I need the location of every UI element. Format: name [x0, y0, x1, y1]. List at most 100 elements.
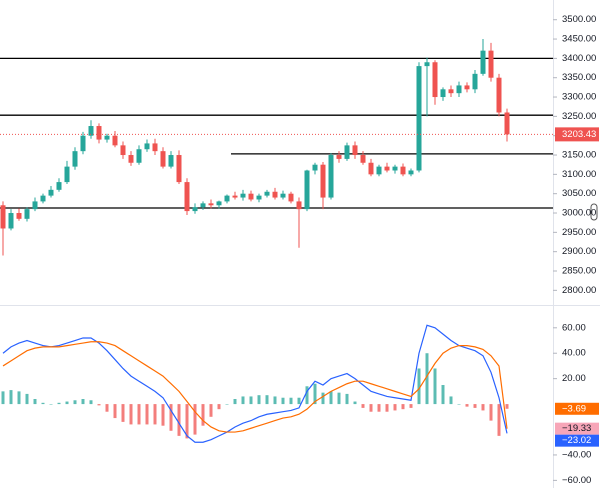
candle-body: [456, 85, 462, 94]
histogram-bar: [57, 402, 61, 405]
candle-body: [32, 201, 38, 210]
candle-body: [384, 166, 390, 171]
y-tick-label: 3150.00: [562, 150, 596, 161]
candle-body: [344, 145, 350, 159]
candle-body: [416, 66, 422, 171]
histogram-bar: [313, 383, 317, 405]
y-tick-label: 3000.00: [562, 208, 596, 219]
candle-body: [272, 191, 278, 198]
candle-body: [464, 85, 470, 90]
last-value-label: −3.69: [562, 403, 586, 414]
candle-body: [496, 77, 502, 113]
histogram-bar: [353, 401, 357, 405]
histogram-bar: [265, 395, 269, 405]
candle-body: [256, 195, 262, 200]
last-price-box: [555, 127, 599, 142]
y-tick-label: 60.00: [562, 322, 586, 333]
histogram-bar: [249, 396, 253, 405]
histogram-bar: [121, 404, 125, 422]
candle-body: [24, 209, 30, 219]
histogram-bar: [33, 399, 37, 405]
candle-body: [392, 166, 398, 171]
candle-body: [96, 126, 102, 140]
histogram-bar: [233, 399, 237, 405]
candle-body: [232, 195, 238, 198]
histogram-bar: [73, 400, 77, 405]
candle-body: [128, 155, 134, 163]
histogram-bar: [449, 396, 453, 405]
candle-body: [320, 164, 326, 198]
histogram-bar: [49, 404, 53, 405]
histogram-bar: [321, 392, 325, 405]
y-tick-label: 2900.00: [562, 246, 596, 257]
candle-body: [488, 50, 494, 78]
y-tick-label: −60.00: [562, 475, 591, 486]
candle-body: [408, 170, 414, 175]
histogram-bar: [465, 404, 469, 407]
y-tick-label: 2800.00: [562, 285, 596, 296]
indicator-line: [2, 324, 508, 443]
candle-body: [152, 143, 158, 152]
histogram-bar: [209, 404, 213, 417]
last-value-box: [555, 402, 599, 415]
histogram-bar: [97, 404, 101, 406]
histogram-bar: [329, 391, 333, 405]
histogram-bar: [337, 392, 341, 405]
candle-body: [168, 155, 174, 167]
y-tick-label: 3050.00: [562, 188, 596, 199]
candle-body: [304, 170, 310, 210]
candle-body: [424, 62, 430, 67]
y-tick-label: 2850.00: [562, 266, 596, 277]
candle-body: [120, 145, 126, 156]
histogram-bar: [225, 404, 229, 405]
histogram-bar: [65, 401, 69, 405]
histogram-bar: [41, 402, 45, 405]
histogram-bar: [481, 404, 485, 411]
candle-body: [104, 135, 110, 140]
histogram-bar: [505, 404, 509, 409]
candle-body: [112, 135, 118, 146]
histogram-bar: [497, 404, 501, 436]
histogram-bar: [377, 404, 381, 412]
histogram-bar: [185, 404, 189, 439]
histogram-bar: [401, 404, 405, 410]
histogram-bar: [113, 404, 117, 419]
last-value-box: [555, 422, 599, 435]
candle-body: [432, 62, 438, 98]
y-tick-label: 2950.00: [562, 227, 596, 238]
histogram-bar: [217, 404, 221, 410]
histogram-bar: [105, 404, 109, 412]
y-tick-label: 3250.00: [562, 111, 596, 122]
histogram-bar: [361, 404, 365, 408]
histogram-bar: [81, 399, 85, 405]
candle-body: [368, 162, 374, 175]
candle-body: [80, 135, 86, 152]
histogram-bar: [273, 396, 277, 405]
candle-body: [448, 89, 454, 94]
candle-body: [504, 112, 510, 135]
histogram-bar: [297, 397, 301, 405]
histogram-bar: [153, 404, 157, 425]
histogram-bar: [345, 393, 349, 405]
last-price-label: 3203.43: [562, 129, 596, 140]
candle-body: [480, 50, 486, 74]
candle-body: [56, 182, 62, 190]
candle-body: [0, 205, 6, 229]
candle-body: [472, 73, 478, 90]
y-tick-label: 3400.00: [562, 53, 596, 64]
histogram-bar: [169, 404, 173, 431]
candle-body: [144, 143, 150, 150]
candle-body: [72, 151, 78, 167]
candle-body: [280, 193, 286, 198]
y-tick-label: 3500.00: [562, 14, 596, 25]
candle-body: [48, 189, 54, 196]
y-tick-label: 3450.00: [562, 34, 596, 45]
candle-body: [216, 201, 222, 206]
candle-body: [8, 213, 14, 229]
histogram-bar: [433, 368, 437, 405]
last-value-label: −19.33: [562, 423, 591, 434]
candle-body: [16, 213, 22, 219]
candle-body: [440, 89, 446, 98]
scale-handle[interactable]: [590, 203, 598, 221]
